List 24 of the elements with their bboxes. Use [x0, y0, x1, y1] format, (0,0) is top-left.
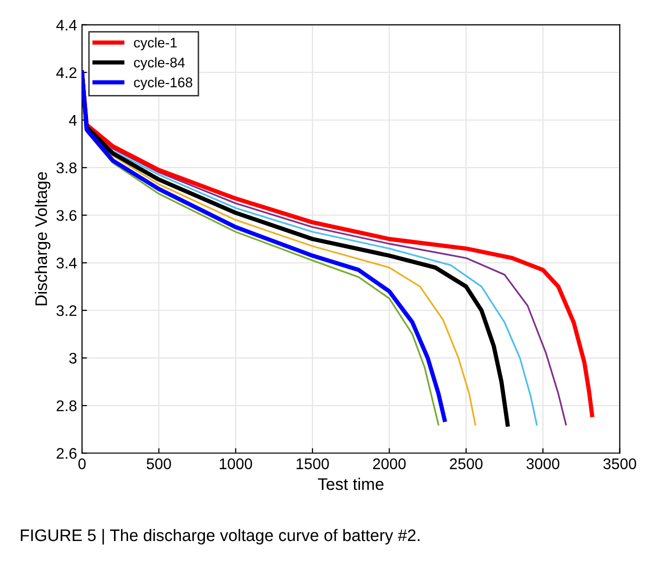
- x-tick-label: 2000: [373, 458, 406, 470]
- x-tick-label: 3000: [526, 458, 560, 470]
- legend-label: cycle-1: [134, 37, 177, 50]
- x-tick-label: 2500: [450, 458, 483, 470]
- y-tick-label: 3.8: [56, 162, 76, 174]
- x-axis-title: Test time: [318, 478, 384, 490]
- y-tick-label: 3: [69, 352, 76, 364]
- x-tick-label: 0: [78, 458, 86, 470]
- y-tick-label: 3.2: [56, 305, 76, 316]
- y-tick-label: 4.2: [56, 67, 76, 78]
- y-tick-label: 4: [69, 115, 77, 126]
- y-tick-label: 2.8: [56, 400, 76, 412]
- x-tick-label: 3500: [603, 458, 636, 470]
- x-tick-label: 1000: [220, 458, 252, 470]
- y-tick-label: 4.4: [56, 20, 77, 30]
- y-tick-label: 2.6: [56, 448, 76, 459]
- legend-label: cycle-84: [134, 57, 185, 70]
- caption: FIGURE 5 | The discharge voltage curve of battery #2.: [20, 528, 420, 545]
- y-axis-title: Discharge Voltage: [34, 172, 50, 306]
- y-tick-label: 3.6: [56, 210, 76, 221]
- x-tick-label: 1500: [296, 458, 329, 470]
- x-tick-label: 500: [146, 458, 171, 470]
- legend-label: cycle-168: [134, 77, 192, 90]
- y-tick-label: 3.4: [56, 258, 77, 268]
